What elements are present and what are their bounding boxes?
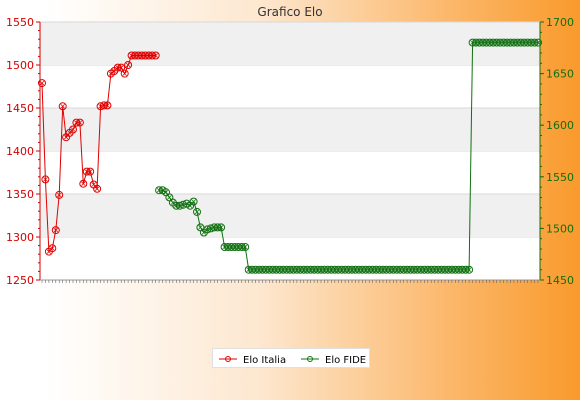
grid-band — [40, 108, 540, 151]
legend-label-italia: Elo Italia — [243, 355, 286, 366]
data-point-cross — [535, 40, 541, 45]
data-point-cross — [125, 62, 131, 68]
data-point-cross — [122, 71, 127, 76]
data-point — [465, 265, 474, 274]
data-point-cross — [56, 192, 62, 198]
data-point-cross — [170, 200, 176, 205]
data-point-cross — [218, 225, 224, 230]
data-point — [86, 167, 95, 176]
data-point — [217, 223, 226, 232]
data-point — [41, 175, 50, 184]
legend-label-fide: Elo FIDE — [325, 355, 366, 366]
data-point-cross — [242, 244, 248, 250]
data-point — [189, 197, 198, 206]
data-point — [51, 226, 60, 235]
data-point-cross — [53, 227, 59, 233]
y-left-tick-label: 1350 — [6, 188, 34, 201]
data-point — [117, 63, 126, 72]
data-point-cross — [60, 104, 65, 109]
y-left-tick-label: 1250 — [6, 274, 34, 287]
data-point-cross — [77, 120, 83, 125]
data-point — [124, 61, 133, 69]
data-point — [38, 79, 46, 88]
y-left-tick-label: 1450 — [6, 102, 34, 115]
data-point — [120, 69, 129, 78]
data-point-cross — [94, 186, 100, 192]
data-point — [79, 179, 88, 188]
y-right-tick-label: 1500 — [546, 222, 574, 235]
data-point-cross — [70, 127, 76, 132]
grid-band — [40, 194, 540, 237]
data-point-cross — [39, 80, 45, 86]
data-point — [93, 184, 102, 193]
series-line-0 — [41, 55, 156, 253]
data-point-cross — [46, 249, 52, 254]
chart-title: Grafico Elo — [257, 5, 322, 19]
data-point-cross — [87, 169, 93, 174]
chart-legend: Elo Italia Elo FIDE — [212, 348, 370, 368]
data-point-cross — [50, 245, 55, 251]
legend-marker-fide — [307, 356, 313, 362]
data-point-cross — [91, 182, 96, 187]
y-right-tick-label: 1700 — [546, 16, 574, 29]
data-point-cross — [81, 181, 86, 186]
data-point-cross — [108, 71, 114, 76]
data-point — [193, 207, 201, 216]
y-left-tick-label: 1400 — [6, 145, 34, 158]
data-point-cross — [112, 68, 117, 74]
data-point — [55, 190, 64, 199]
y-left-tick-label: 1500 — [6, 59, 34, 72]
grid-band — [40, 22, 540, 65]
data-point — [58, 102, 67, 111]
data-point-cross — [153, 53, 158, 58]
data-point-cross — [191, 199, 196, 204]
data-point-cross — [105, 103, 110, 108]
data-point-cross — [194, 209, 200, 215]
data-point — [69, 125, 77, 134]
data-point-cross — [466, 267, 472, 272]
data-point — [534, 38, 542, 47]
data-point-cross — [167, 195, 172, 200]
data-point — [48, 244, 57, 253]
y-right-tick-label: 1600 — [546, 119, 574, 132]
data-point — [241, 243, 250, 251]
data-point-cross — [43, 177, 48, 182]
data-point — [75, 118, 84, 127]
data-point-cross — [163, 190, 169, 195]
y-left-tick-label: 1550 — [6, 16, 34, 29]
y-right-tick-label: 1550 — [546, 171, 574, 184]
y-left-tick-label: 1300 — [6, 231, 34, 244]
legend-marker-italia — [225, 356, 231, 362]
data-point — [103, 101, 112, 110]
data-point-cross — [198, 225, 203, 230]
data-point-cross — [118, 65, 124, 70]
y-right-tick-label: 1450 — [546, 274, 574, 287]
data-point-cross — [67, 130, 72, 136]
data-point — [151, 51, 160, 60]
y-right-tick-label: 1650 — [546, 68, 574, 81]
